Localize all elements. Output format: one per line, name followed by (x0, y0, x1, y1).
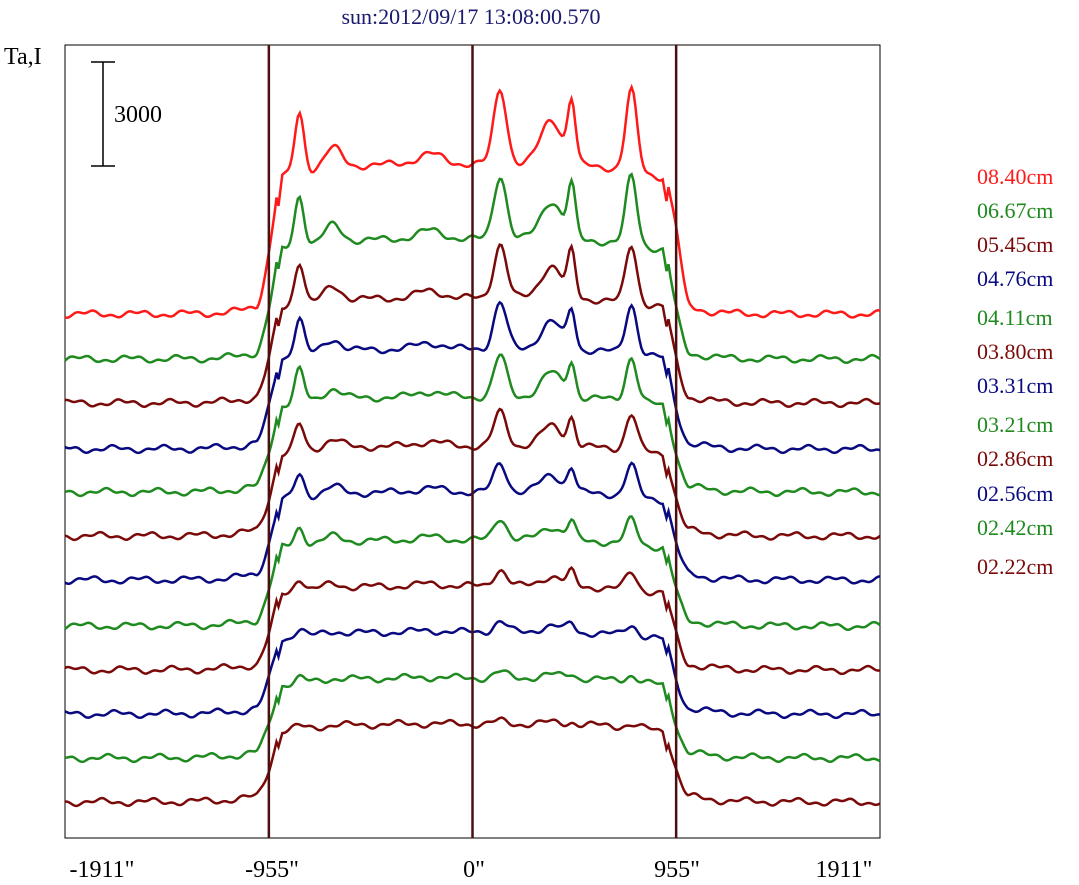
x-tick-label: 1911" (816, 857, 873, 883)
legend: 08.40cm 06.67cm 05.45cm 04.76cm 04.11cm … (977, 164, 1053, 579)
x-tick-label: 955" (654, 857, 700, 883)
legend-entry: 02.22cm (977, 554, 1053, 579)
legend-entry: 02.86cm (977, 446, 1053, 471)
x-axis-ticks: -1911" -955" 0" 955" 1911" (70, 857, 873, 883)
legend-entry: 02.42cm (977, 515, 1053, 540)
x-tick-label: 0" (463, 857, 485, 883)
legend-entry: 03.31cm (977, 373, 1053, 398)
scale-bar: 3000 (91, 61, 162, 167)
legend-entry: 06.67cm (977, 198, 1053, 223)
y-axis-label: Ta,I (4, 44, 42, 70)
x-tick-label: -955" (245, 857, 299, 883)
legend-entry: 02.56cm (977, 481, 1053, 506)
legend-entry: 03.80cm (977, 339, 1053, 364)
legend-entry: 08.40cm (977, 164, 1053, 189)
x-tick-label: -1911" (70, 857, 135, 883)
limb-markers (267, 45, 678, 838)
legend-entry: 03.21cm (977, 412, 1053, 437)
chart-title: sun:2012/09/17 13:08:00.570 (341, 4, 600, 29)
legend-entry: 05.45cm (977, 232, 1053, 257)
scale-bar-label: 3000 (114, 102, 162, 128)
legend-entry: 04.11cm (977, 305, 1053, 330)
legend-entry: 04.76cm (977, 266, 1053, 291)
